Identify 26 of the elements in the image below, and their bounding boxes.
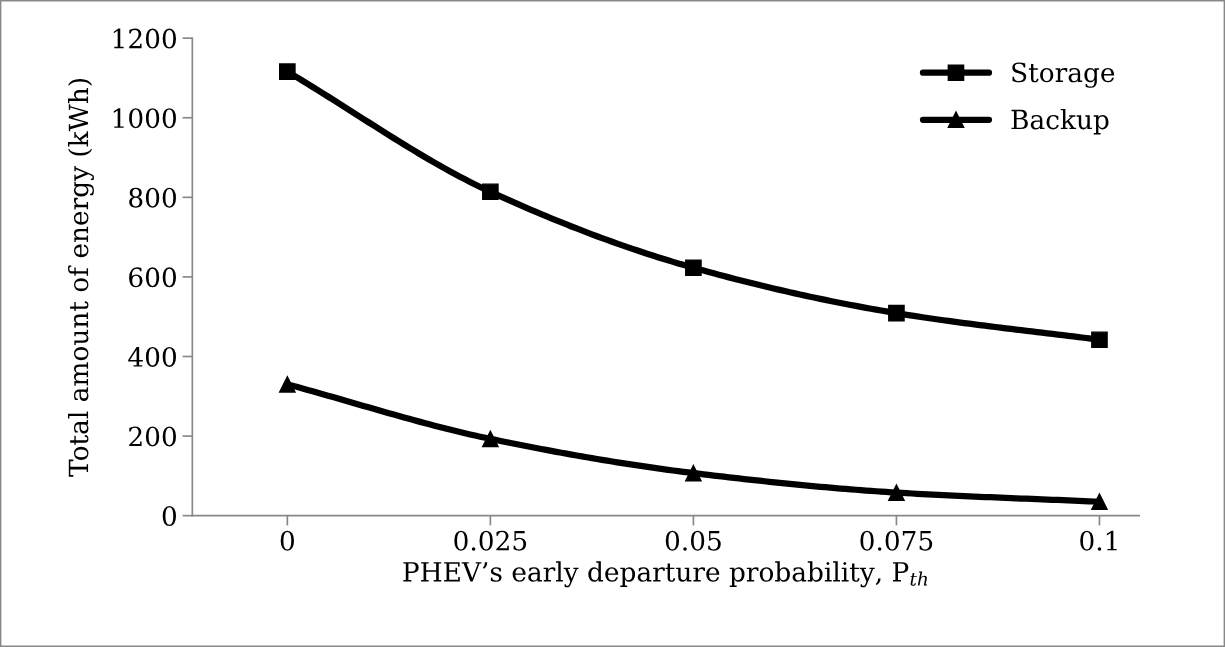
x-tick-label: 0.1 [1080, 530, 1117, 551]
x-axis-title: PHEV’s early departure probability, P$_{th}$ [403, 561, 928, 588]
x-tick-label: 0.075 [860, 530, 933, 551]
point [888, 484, 905, 501]
point [482, 183, 499, 201]
point [888, 304, 905, 322]
point [482, 430, 499, 448]
y-tick-label: 200 [129, 426, 176, 447]
y-tick-label: 600 [129, 267, 176, 288]
point [1091, 493, 1108, 511]
point [1091, 331, 1108, 349]
point [685, 464, 702, 482]
y-tick-label: 1200 [113, 28, 176, 49]
y-tick-label: 800 [129, 187, 176, 208]
y-tick-label: 400 [128, 346, 176, 367]
y-axis-title: Total amount of energy (kWh) [68, 79, 94, 477]
legend-label: Storage [1012, 62, 1115, 88]
point [279, 63, 296, 80]
y-tick-label: 1000 [113, 108, 176, 129]
x-tick-label: 0.025 [454, 530, 527, 551]
x-tick-label: 0.05 [665, 530, 721, 551]
point [279, 376, 296, 393]
point [685, 259, 702, 277]
y-tick-label: 0 [162, 506, 176, 527]
legend-label: Backup [1011, 108, 1109, 135]
x-tick-label: 0 [280, 530, 294, 551]
